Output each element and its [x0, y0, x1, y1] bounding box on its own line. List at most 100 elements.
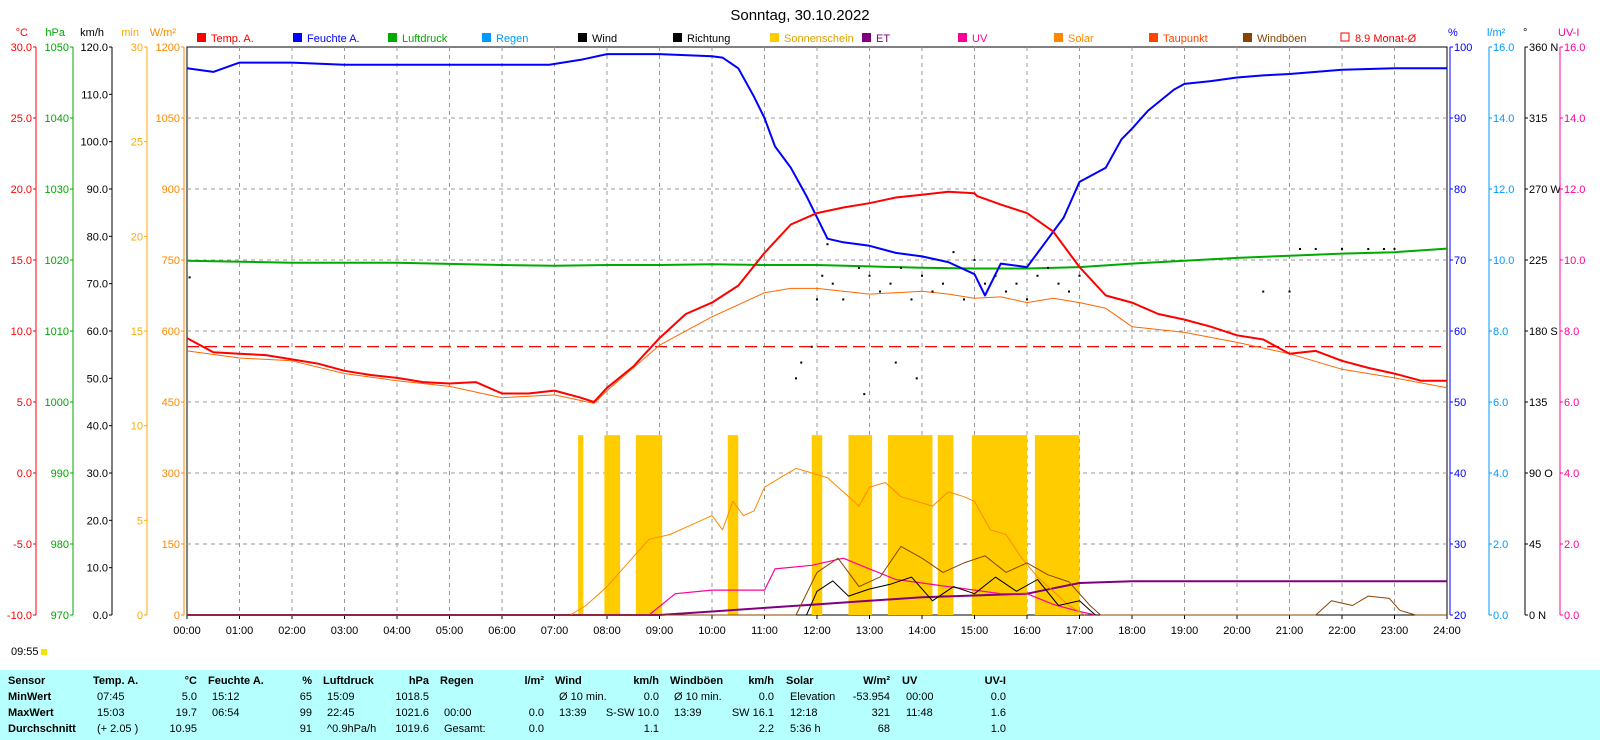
- axis-tick-label-sun_min: 0: [137, 610, 143, 622]
- axis-tick-label-speed: 90.0: [87, 184, 108, 196]
- chart-svg: Sonntag, 30.10.2022 Temp. A. Feuchte A. Lu…: [7, 7, 1586, 637]
- stats-header-row: Sensor Temp. A. °C Feuchte A.% Luftdruck hPa R…: [0, 674, 1600, 689]
- axis-tick-label-speed: 60.0: [87, 326, 108, 338]
- stats-cell-time: 06:54: [212, 707, 240, 719]
- stats-cell-value: 1.1: [643, 723, 659, 735]
- wind-direction-point: [863, 393, 866, 396]
- axis-tick-label-solar: 600: [162, 326, 180, 338]
- wind-direction-point: [1393, 247, 1396, 250]
- series-windb-en: [187, 545, 1447, 616]
- axis-unit-humidity: %: [1448, 27, 1458, 39]
- stats-cell-value: -53.954: [852, 691, 890, 703]
- stats-cell-time: 00:00: [444, 707, 472, 719]
- legend-swatch: [770, 33, 779, 42]
- stats-row: MinWert 07:45 5.0 15:12 65 15:09 1018.5 Ø 10 mi…: [0, 690, 1600, 705]
- axis-tick-label-direction: 180 S: [1529, 326, 1558, 338]
- sunshine-bar: [811, 435, 823, 615]
- stats-cell-value: SW 16.1: [731, 707, 774, 719]
- axis-tick-label-direction: 135: [1529, 397, 1547, 409]
- axis-tick-label-rain: 8.0: [1493, 326, 1508, 338]
- axis-tick-label-speed: 80.0: [87, 231, 108, 243]
- x-tick-label: 10:00: [698, 625, 726, 637]
- x-tick-label: 04:00: [383, 625, 411, 637]
- wind-direction-point: [1383, 247, 1385, 250]
- wind-direction-point: [879, 290, 881, 293]
- x-tick-label: 13:00: [856, 625, 884, 637]
- axis-tick-label-uv: 8.0: [1564, 326, 1579, 338]
- axis-tick-label-solar: 1050: [156, 113, 180, 125]
- stats-row-label: MaxWert: [8, 707, 54, 719]
- x-tick-label: 14:00: [908, 625, 936, 637]
- wind-direction-point: [800, 361, 803, 364]
- axis-tick-label-humidity: 90: [1454, 113, 1466, 125]
- sunshine-bar: [635, 435, 663, 615]
- wind-direction-point: [1262, 290, 1265, 293]
- stats-cell-value: 321: [871, 707, 890, 719]
- axis-tick-label-rain: 12.0: [1493, 184, 1514, 196]
- wind-direction-point: [1005, 290, 1007, 293]
- wind-direction-point: [973, 259, 976, 261]
- stats-cell-time: Ø 10 min.: [674, 691, 722, 703]
- legend-swatch: [197, 33, 206, 42]
- axis-unit-temp: °C: [16, 27, 28, 39]
- wind-direction-point: [1078, 274, 1081, 277]
- stats-cell-value: 68: [877, 723, 890, 735]
- stats-cell-time: Elevation: [790, 691, 836, 703]
- axis-tick-label-uv: 2.0: [1564, 539, 1579, 551]
- axis-tick-label-temp: 20.0: [11, 184, 32, 196]
- x-tick-label: 17:00: [1066, 625, 1094, 637]
- chart-title: Sonntag, 30.10.2022: [730, 7, 869, 24]
- wind-direction-point: [795, 377, 797, 380]
- axis-tick-label-uv: 0.0: [1564, 610, 1579, 622]
- legend-label: Sonnenschein: [784, 33, 854, 45]
- sunshine-bar: [578, 435, 584, 615]
- stats-header-unit: UV-I: [984, 675, 1006, 687]
- stats-cell-value: 65: [299, 691, 312, 703]
- series-taupunkt: [186, 287, 1448, 404]
- x-tick-label: 09:00: [646, 625, 674, 637]
- stats-header-label: Wind: [555, 675, 582, 687]
- axis-tick-label-speed: 30.0: [87, 468, 108, 480]
- x-tick-label: 22:00: [1328, 625, 1356, 637]
- axis-tick-label-direction: 270 W: [1529, 184, 1561, 196]
- x-tick-label: 08:00: [593, 625, 621, 637]
- wind-direction-point: [831, 282, 834, 285]
- stats-cell-time: 12:18: [790, 707, 818, 719]
- x-tick-label: 05:00: [436, 625, 464, 637]
- wind-direction-point: [900, 266, 902, 269]
- stats-cell-value: 1.0: [990, 723, 1006, 735]
- axis-tick-label-pressure: 1030: [45, 184, 69, 196]
- wind-direction-point: [868, 274, 871, 277]
- series-wind: [187, 576, 1447, 616]
- axis-tick-label-temp: 25.0: [11, 113, 32, 125]
- axis-tick-label-solar: 900: [162, 184, 180, 196]
- x-tick-label: 23:00: [1381, 625, 1409, 637]
- wind-direction-point: [826, 243, 829, 246]
- axis-tick-label-uv: 6.0: [1564, 397, 1579, 409]
- axes: 30.025.020.015.010.05.00.0-5.0-10.0°C105…: [7, 27, 1586, 622]
- stats-cell-value: 1019.6: [395, 723, 429, 735]
- stats-cell-time: 07:45: [97, 691, 125, 703]
- wind-direction-point: [1057, 282, 1060, 285]
- axis-tick-label-uv: 12.0: [1564, 184, 1585, 196]
- axis-tick-label-direction: 0 N: [1529, 610, 1546, 622]
- x-tick-label: 20:00: [1223, 625, 1251, 637]
- axis-unit-sun_min: min: [121, 27, 139, 39]
- sunshine-bar: [887, 435, 933, 615]
- axis-tick-label-solar: 450: [162, 397, 180, 409]
- axis-tick-label-speed: 40.0: [87, 421, 108, 433]
- stats-row: MaxWert 15:03 19.7 06:54 99 22:45 1021.6 00:00 0…: [0, 706, 1600, 721]
- axis-tick-label-uv: 16.0: [1564, 42, 1585, 54]
- axis-tick-label-direction: 90 O: [1529, 468, 1553, 480]
- axis-tick-label-temp: 10.0: [11, 326, 32, 338]
- stats-cell-value: 0.0: [990, 691, 1006, 703]
- wind-direction-point: [1047, 266, 1049, 269]
- legend-label: Regen: [496, 33, 528, 45]
- legend-swatch: [862, 33, 871, 42]
- axis-tick-label-solar: 1200: [156, 42, 180, 54]
- axis-tick-label-solar: 750: [162, 255, 180, 267]
- axis-tick-label-uv: 14.0: [1564, 113, 1585, 125]
- wind-direction-point: [921, 274, 923, 277]
- axis-tick-label-rain: 16.0: [1493, 42, 1514, 54]
- stats-cell-time: 11:48: [906, 707, 933, 719]
